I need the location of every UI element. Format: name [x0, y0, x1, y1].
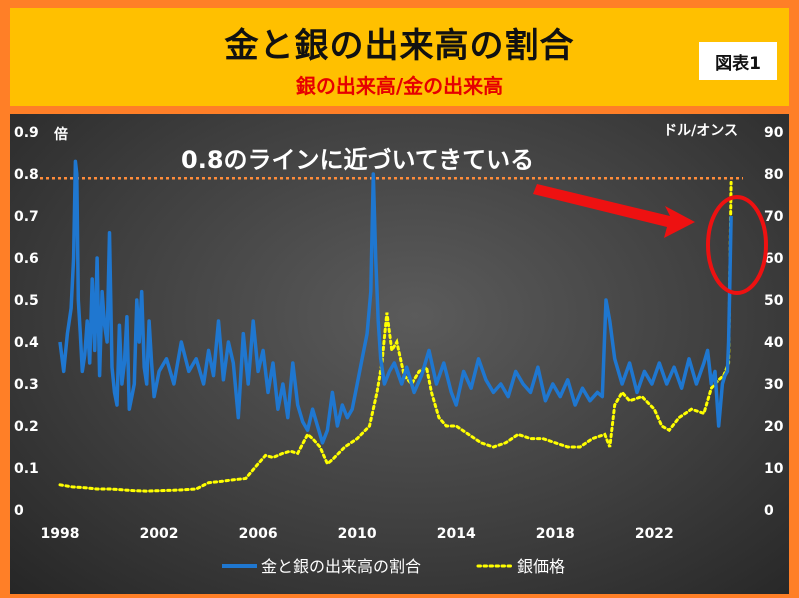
- left-tick-label: 0: [14, 503, 24, 519]
- x-tick-label: 2010: [338, 526, 377, 542]
- right-tick-label: 30: [764, 377, 784, 393]
- page-subtitle: 銀の出来高/金の出来高: [295, 74, 504, 98]
- right-tick-label: 70: [764, 209, 784, 225]
- right-axis-unit: ドル/オンス: [663, 123, 738, 139]
- chart-legend: 金と銀の出来高の割合 銀価格: [222, 557, 565, 576]
- right-tick-label: 40: [764, 335, 784, 351]
- volume-ratio-line: [58, 159, 733, 445]
- annotation-text: 0.8のラインに近づいてきている: [181, 146, 534, 174]
- left-tick-label: 0.7: [14, 209, 39, 225]
- callout-ellipse: [706, 195, 768, 295]
- left-tick-label: 0.8: [14, 167, 39, 183]
- right-tick-label: 10: [764, 461, 784, 477]
- x-tick-label: 2018: [536, 526, 575, 542]
- left-tick-label: 0.5: [14, 293, 39, 309]
- legend-label-ratio: 金と銀の出来高の割合: [261, 557, 421, 576]
- right-tick-label: 60: [764, 251, 784, 267]
- axis-ticks: 0 0.1 0.2 0.3 0.4 0.5 0.6 0.7 0.8 0.9 0 10 20 30 40 50 6…: [14, 125, 784, 542]
- left-tick-label: 0.9: [14, 125, 39, 141]
- silver-price-line: [58, 180, 733, 493]
- left-tick-label: 0.2: [14, 419, 39, 435]
- chart-panel: 0 0.1 0.2 0.3 0.4 0.5 0.6 0.7 0.8 0.9 0 10 20 30 40 50 6…: [10, 114, 789, 594]
- left-axis-unit: 倍: [54, 126, 68, 143]
- right-tick-label: 20: [764, 419, 784, 435]
- left-tick-label: 0.6: [14, 251, 39, 267]
- right-tick-label: 90: [764, 125, 784, 141]
- left-tick-label: 0.1: [14, 461, 39, 477]
- right-tick-label: 0: [764, 503, 774, 519]
- right-tick-label: 80: [764, 167, 784, 183]
- x-tick-label: 1998: [41, 526, 80, 542]
- x-tick-label: 2006: [239, 526, 278, 542]
- legend-label-silver: 銀価格: [517, 557, 565, 576]
- chart-svg: 0 0.1 0.2 0.3 0.4 0.5 0.6 0.7 0.8 0.9 0 10 20 30 40 50 6…: [14, 123, 784, 576]
- callout-arrow: [533, 184, 695, 238]
- left-tick-label: 0.4: [14, 335, 39, 351]
- right-tick-label: 50: [764, 293, 784, 309]
- left-tick-label: 0.3: [14, 377, 39, 393]
- x-tick-label: 2014: [437, 526, 476, 542]
- x-tick-label: 2002: [140, 526, 179, 542]
- figure-label: 図表1: [699, 42, 777, 80]
- header-banner: 金と銀の出来高の割合 銀の出来高/金の出来高 図表1: [10, 8, 789, 106]
- x-tick-label: 2022: [635, 526, 674, 542]
- page-title: 金と銀の出来高の割合: [224, 26, 575, 66]
